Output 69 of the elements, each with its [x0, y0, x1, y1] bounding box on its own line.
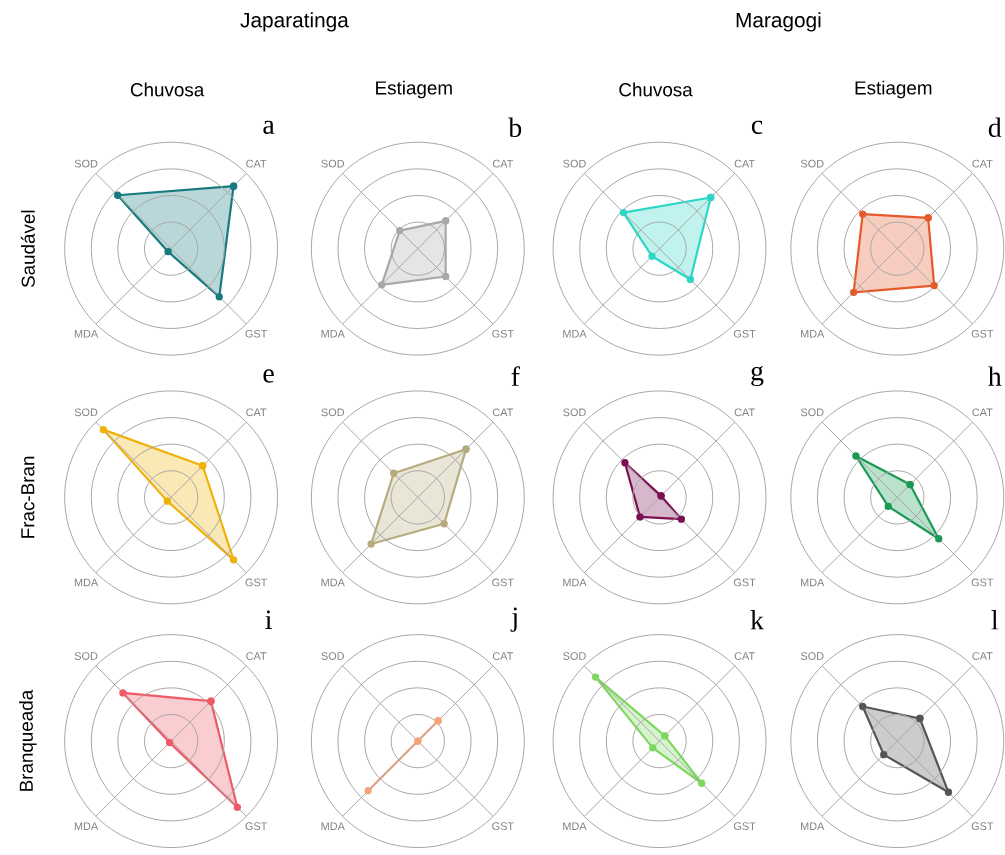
- spoke-label: CAT: [492, 652, 514, 661]
- spoke-label: GST: [733, 330, 756, 338]
- chart-title: h: [988, 366, 1002, 386]
- spoke-label: SOD: [563, 408, 586, 417]
- spoke-label: GST: [733, 822, 756, 831]
- spoke-label: CAT: [246, 408, 267, 417]
- spoke-label: SOD: [563, 160, 586, 168]
- chart-title: b: [508, 117, 522, 138]
- spoke-label: GST: [971, 330, 994, 338]
- chart-subtitle: Chuvosa: [130, 82, 205, 97]
- chart-title: a: [263, 120, 275, 135]
- spoke-label: CAT: [734, 408, 755, 417]
- spoke-label: MDA: [801, 578, 825, 587]
- chart-title: e: [263, 369, 274, 383]
- spoke-label: GST: [492, 578, 514, 587]
- chart-title: i: [265, 610, 272, 630]
- text: Japaratinga: [240, 12, 349, 32]
- chart-title: f: [511, 366, 520, 387]
- spoke-label: MDA: [74, 578, 99, 587]
- chart-title: c: [751, 120, 763, 135]
- spoke-label: SOD: [321, 652, 345, 661]
- chart-subtitle: Estiagem: [376, 80, 452, 99]
- spoke-label: GST: [245, 330, 268, 338]
- chart-title: l: [991, 610, 999, 630]
- spoke-label: CAT: [734, 160, 755, 168]
- chart-title: g: [751, 366, 764, 387]
- spoke-label: MDA: [74, 330, 99, 338]
- text: Branqueada: [19, 690, 37, 792]
- spoke-label: GST: [971, 578, 994, 587]
- chart-title: k: [750, 610, 764, 630]
- spoke-label: GST: [492, 330, 514, 338]
- spoke-label: MDA: [321, 578, 345, 587]
- spoke-label: SOD: [563, 652, 586, 661]
- spoke-label: SOD: [321, 408, 345, 417]
- chart-subtitle: Estiagem: [855, 80, 932, 99]
- spoke-label: CAT: [734, 652, 755, 661]
- spoke-label: GST: [245, 578, 268, 587]
- spoke-label: CAT: [972, 160, 993, 168]
- spoke-label: CAT: [972, 652, 993, 661]
- spoke-label: SOD: [800, 408, 824, 417]
- spoke-label: SOD: [74, 160, 98, 168]
- spoke-label: MDA: [74, 822, 99, 831]
- spoke-label: CAT: [246, 652, 267, 661]
- spoke-label: CAT: [246, 160, 267, 168]
- spoke-label: SOD: [321, 160, 345, 168]
- spoke-label: GST: [971, 822, 994, 831]
- spoke-label: CAT: [492, 160, 514, 168]
- text: Saudável: [20, 210, 35, 288]
- spoke-label: SOD: [74, 652, 98, 661]
- chart-title: d: [988, 117, 1002, 138]
- spoke-label: GST: [492, 822, 514, 831]
- spoke-label: SOD: [74, 408, 98, 417]
- text: Maragogi: [736, 12, 821, 32]
- spoke-label: MDA: [801, 822, 825, 831]
- spoke-label: MDA: [321, 822, 345, 831]
- spoke-label: SOD: [800, 652, 824, 661]
- spoke-label: CAT: [972, 408, 993, 417]
- chart-title: j: [510, 607, 517, 633]
- spoke-label: MDA: [563, 578, 587, 587]
- spoke-label: SOD: [800, 160, 824, 168]
- spoke-label: GST: [245, 822, 268, 831]
- spoke-label: MDA: [563, 330, 587, 338]
- text: Frac-Bran: [21, 457, 35, 538]
- chart-subtitle: Chuvosa: [619, 82, 693, 97]
- spoke-label: MDA: [321, 330, 345, 338]
- spoke-label: GST: [733, 578, 756, 587]
- spoke-label: MDA: [563, 822, 587, 831]
- spoke-label: CAT: [492, 408, 514, 417]
- spoke-label: MDA: [801, 330, 825, 338]
